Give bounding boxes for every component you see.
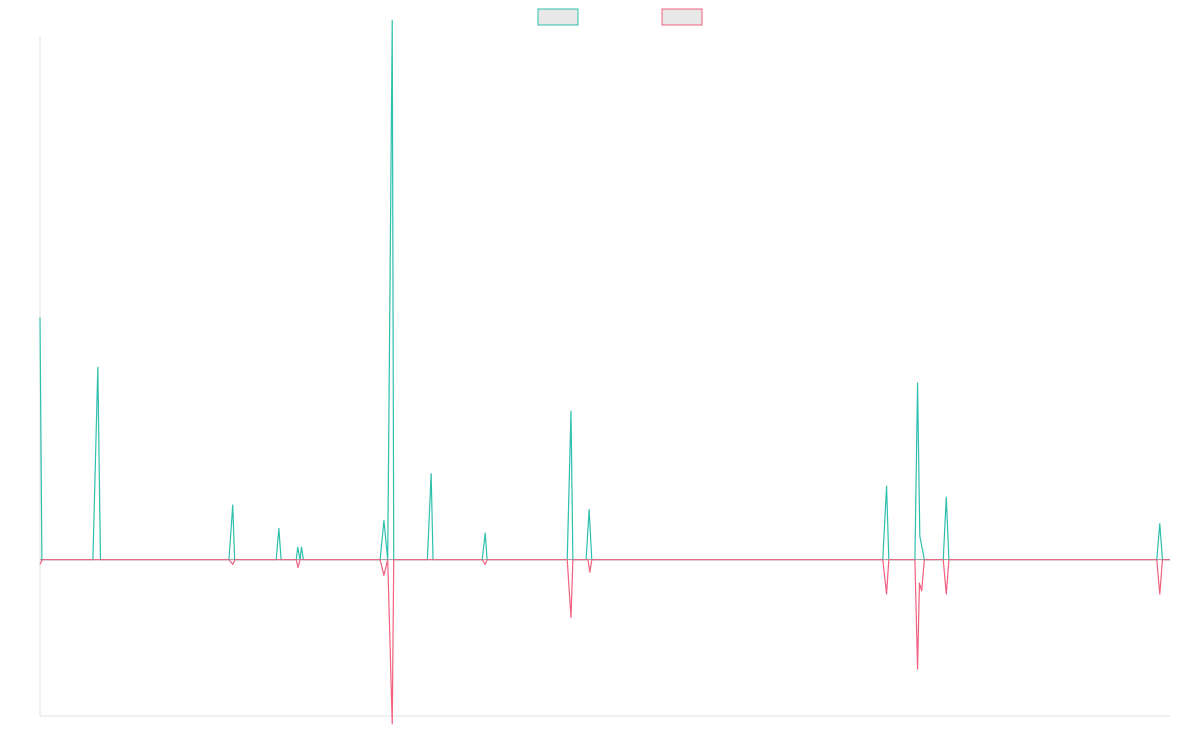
series-line-2 xyxy=(39,559,1170,725)
legend-swatch-1[interactable] xyxy=(537,8,579,26)
series-line-1 xyxy=(39,19,1170,561)
legend xyxy=(537,8,703,26)
series-layer xyxy=(39,19,1170,725)
legend-swatch-2[interactable] xyxy=(661,8,703,26)
